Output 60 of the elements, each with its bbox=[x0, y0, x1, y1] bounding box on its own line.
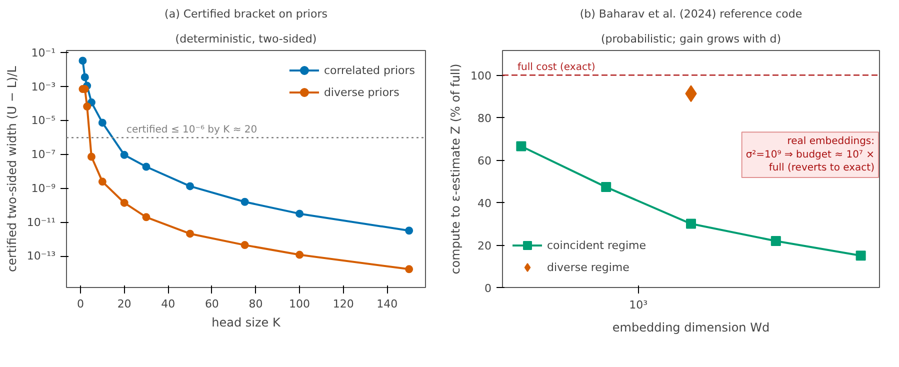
point bbox=[240, 198, 249, 206]
legend-label: diverse regime bbox=[547, 260, 630, 274]
x-tick-label: 60 bbox=[204, 298, 219, 310]
y-axis-title: compute to ε-estimate Z (% of full) bbox=[448, 64, 463, 274]
point bbox=[296, 250, 304, 259]
x-tick-label: 120 bbox=[332, 298, 354, 310]
point bbox=[78, 56, 87, 65]
y-tick-label: 10⁻⁹ bbox=[31, 182, 56, 195]
point bbox=[601, 182, 612, 192]
annotation: real embeddings: σ²=10⁹ ⇒ budget ≈ 10⁷ × full (reverts to exact) bbox=[746, 136, 875, 174]
y-tick-label: 10⁻¹¹ bbox=[26, 216, 56, 229]
y-tick-label: 80 bbox=[478, 112, 492, 126]
point bbox=[405, 265, 414, 274]
y-tick-label: 100 bbox=[470, 70, 492, 83]
x-tick-label: 20 bbox=[117, 298, 132, 310]
x-tick-label: 0 bbox=[77, 298, 84, 310]
point bbox=[516, 141, 526, 152]
point bbox=[98, 178, 106, 186]
point bbox=[856, 250, 866, 261]
chart-subtitle: (probabilistic; gain grows with d) bbox=[600, 32, 782, 46]
x-axis-title: head size K bbox=[212, 316, 282, 330]
chart-title: (b) Baharav et al. (2024) reference code bbox=[580, 8, 802, 20]
y-tick-label: 10⁻⁵ bbox=[31, 114, 56, 128]
x-tick-label: 140 bbox=[376, 298, 398, 310]
y-tick-label: 10⁻³ bbox=[31, 80, 56, 94]
point bbox=[80, 73, 89, 82]
chart-title: (a) Certified bracket on priors bbox=[164, 8, 328, 20]
legend-label: coincident regime bbox=[547, 238, 646, 252]
y-tick-label: 20 bbox=[478, 240, 492, 253]
ref-line-label: full cost (exact) bbox=[518, 62, 596, 74]
text: 10³ bbox=[629, 298, 648, 312]
point bbox=[770, 236, 781, 246]
point bbox=[142, 213, 150, 222]
point bbox=[87, 152, 96, 161]
point bbox=[186, 230, 194, 238]
ref-line-label: certified ≤ 10⁻⁶ by K ≈ 20 bbox=[126, 124, 258, 136]
point bbox=[142, 162, 150, 171]
y-axis-title: certified two-sided width (U − L)/L bbox=[4, 66, 19, 272]
point bbox=[120, 198, 128, 207]
y-tick-label: 60 bbox=[478, 154, 492, 168]
point bbox=[686, 218, 696, 229]
y-tick-label: 40 bbox=[478, 197, 492, 210]
x-tick-label: 40 bbox=[161, 298, 176, 310]
point bbox=[83, 102, 92, 110]
legend-label: correlated priors bbox=[324, 64, 415, 76]
chart-subtitle: (deterministic, two-sided) bbox=[175, 32, 317, 46]
point bbox=[98, 118, 106, 127]
point bbox=[405, 226, 414, 235]
x-tick-label: 100 bbox=[289, 298, 310, 310]
x-tick-label: 80 bbox=[248, 298, 263, 310]
y-tick-label: 10⁻¹ bbox=[31, 46, 56, 60]
point bbox=[186, 182, 194, 190]
y-tick-label: 0 bbox=[484, 282, 492, 295]
point bbox=[120, 150, 128, 159]
point bbox=[240, 241, 249, 250]
legend-label: diverse priors bbox=[324, 86, 400, 98]
x-axis-title: embedding dimension Wd bbox=[612, 320, 770, 334]
y-tick-label: 10⁻⁷ bbox=[31, 148, 56, 162]
point bbox=[296, 210, 304, 218]
y-tick-label: 10⁻¹³ bbox=[26, 250, 56, 263]
